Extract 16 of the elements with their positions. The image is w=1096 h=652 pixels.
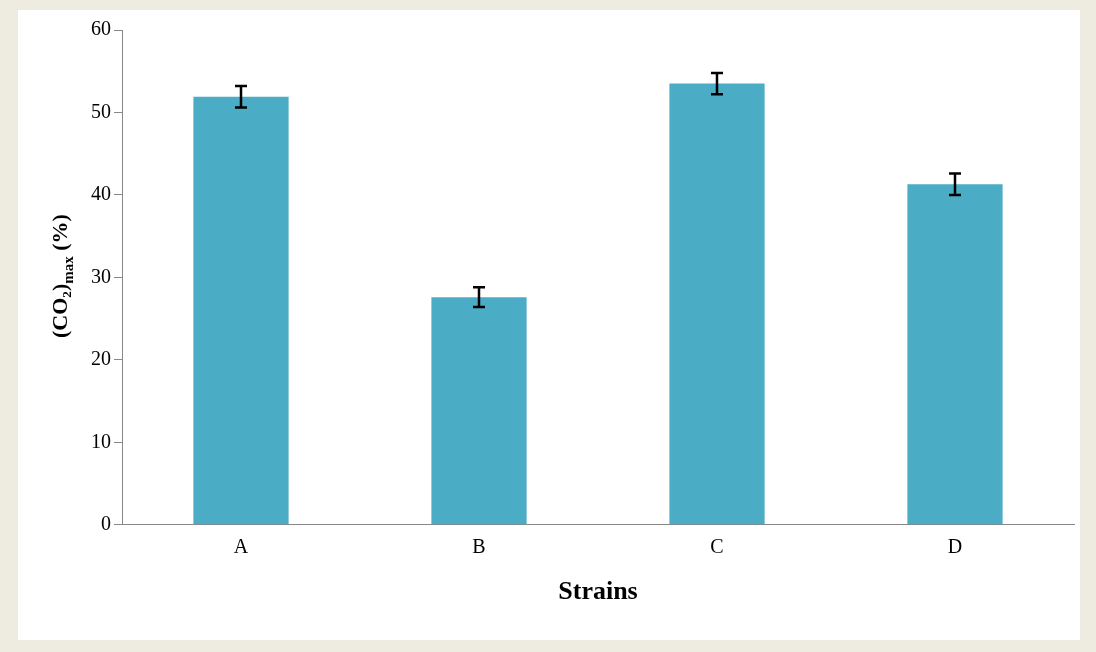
y-tick-label: 20 xyxy=(91,347,111,370)
bar xyxy=(669,83,765,525)
y-tick-label: 50 xyxy=(91,99,111,122)
bar xyxy=(193,96,289,525)
x-tick-label: C xyxy=(710,535,724,558)
y-tick-label: 40 xyxy=(91,182,111,205)
y-tick-label: 0 xyxy=(101,512,111,535)
y-tick-label: 60 xyxy=(91,17,111,40)
y-tick-label: 30 xyxy=(91,264,111,287)
x-axis-title: Strains xyxy=(558,576,638,606)
x-tick-label: B xyxy=(472,535,486,558)
bar xyxy=(431,297,527,525)
x-tick-label: D xyxy=(947,535,963,558)
x-tick-label: A xyxy=(233,535,249,558)
bar xyxy=(907,184,1003,525)
y-tick-label: 10 xyxy=(91,429,111,452)
